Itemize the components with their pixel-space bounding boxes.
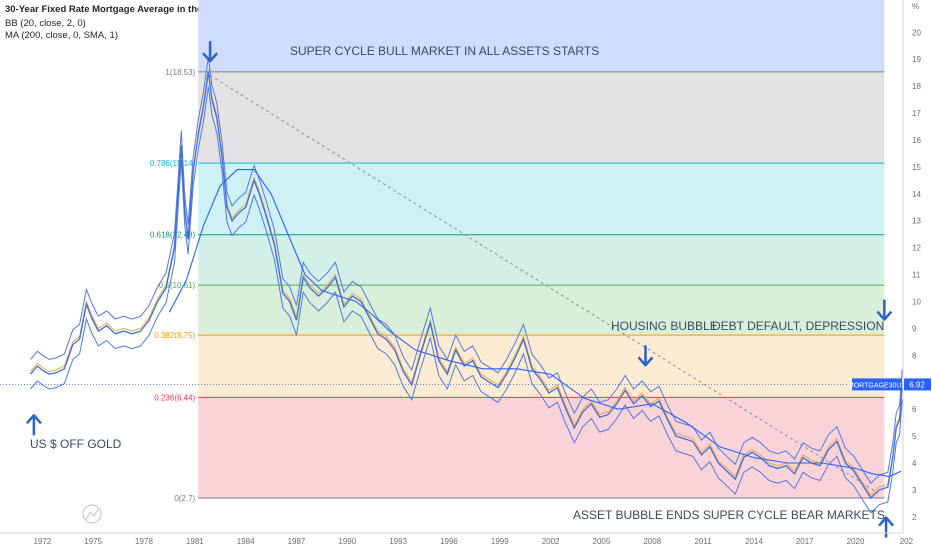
y-tick-label: 8	[912, 351, 917, 360]
annotation-1: HOUSING BUBBLE	[611, 319, 718, 333]
trend-line	[209, 74, 878, 494]
symbol-label: MORTGAGE30US	[848, 382, 907, 389]
bollinger-upper-band	[30, 57, 903, 484]
y-tick-label: 11	[912, 271, 921, 280]
arrow-head	[876, 310, 893, 321]
y-tick-label: 9	[912, 324, 917, 333]
fib-label-0: 1(18.53)	[165, 68, 195, 77]
annotation-2: DEBT DEFAULT, DEPRESSION	[712, 319, 884, 333]
arrow-down-icon	[876, 299, 893, 321]
last-value-label: 6.92	[909, 380, 925, 389]
fib-zone-4	[198, 285, 885, 336]
x-tick-label: 1996	[440, 537, 458, 546]
logo-circle	[82, 504, 102, 524]
fib-label-1: 0.786(15.14)	[150, 159, 196, 168]
fib-label-2: 0.618(12.48)	[150, 231, 196, 240]
logo-mark	[85, 508, 99, 521]
x-tick-label: 2020	[847, 537, 865, 546]
y-tick-label: 13	[912, 217, 921, 226]
fib-zone-2	[198, 163, 885, 235]
arrow-up-icon	[25, 414, 42, 436]
x-tick-label: 1978	[135, 537, 153, 546]
x-tick-label: 2005	[593, 537, 611, 546]
annotation-4: ASSET BUBBLE ENDS SUPER CYCLE BEAR MARKE…	[573, 508, 885, 522]
chart-title: 30-Year Fixed Rate Mortgage Average in t…	[5, 4, 346, 15]
x-tick-label: 1987	[288, 537, 306, 546]
bollinger-bands-legend[interactable]: BB (20, close, 2, 0)	[5, 18, 86, 29]
y-tick-label: 3	[912, 486, 917, 495]
y-tick-label: 10	[912, 297, 921, 306]
fib-label-4: 0.382(8.75)	[154, 331, 195, 340]
price-line	[30, 71, 903, 500]
moving-average-legend[interactable]: MA (200, close, 0, SMA, 1)	[5, 30, 118, 41]
y-axis-unit: %	[912, 2, 919, 11]
fib-zone-6	[198, 397, 885, 499]
symbol-badge	[852, 378, 902, 391]
y-tick-label: 5	[912, 432, 917, 441]
tradingview-logo	[82, 504, 102, 524]
x-axis: 1972 1975 1978 1981 1984 1987 1990 1993 1996 1999…	[0, 532, 914, 546]
y-tick-label: 2	[912, 513, 917, 522]
y-tick-label: 14	[912, 190, 921, 199]
x-tick-label: 2014	[745, 537, 763, 546]
y-tick-label: 17	[912, 109, 921, 118]
annotation-0: SUPER CYCLE BULL MARKET IN ALL ASSETS ST…	[290, 44, 599, 58]
arrow-head	[202, 52, 219, 63]
x-tick-label: 1993	[389, 537, 407, 546]
fib-label-5: 0.236(6.44)	[154, 393, 195, 402]
fib-label-3: 0.5(10.61)	[159, 281, 196, 290]
fib-zone-1	[198, 71, 885, 164]
bollinger-lower-band	[30, 86, 903, 514]
annotation-3: US $ OFF GOLD	[30, 437, 122, 451]
y-tick-label: 19	[912, 55, 921, 64]
x-tick-label: 2011	[694, 537, 712, 546]
x-tick-label: 2008	[643, 537, 661, 546]
y-tick-label: 16	[912, 136, 921, 145]
x-tick-label: 1981	[186, 537, 204, 546]
arrow-head	[637, 356, 654, 367]
y-axis: %234567891011121314151617181920	[902, 0, 921, 533]
fib-label-6: 0(2.7)	[174, 494, 195, 503]
y-tick-label: 15	[912, 163, 921, 172]
x-tick-label: 2002	[542, 537, 560, 546]
fib-zone-3	[198, 234, 885, 286]
y-tick-label: 20	[912, 28, 921, 37]
y-tick-label: 12	[912, 244, 921, 253]
last-value-badge	[904, 378, 931, 391]
x-tick-label: 1975	[84, 537, 102, 546]
arrow-up-icon	[878, 516, 894, 538]
arrow-head	[25, 414, 42, 425]
x-tick-label: 1999	[491, 537, 509, 546]
x-tick-label: 202	[900, 537, 914, 546]
y-tick-label: 18	[912, 82, 921, 91]
x-tick-label: 1972	[33, 537, 51, 546]
arrow-head	[878, 516, 894, 527]
y-tick-label: 6	[912, 405, 917, 414]
x-tick-label: 1990	[338, 537, 356, 546]
y-tick-label: 4	[912, 459, 917, 468]
arrow-down-icon	[637, 345, 654, 367]
arrow-down-icon	[202, 41, 219, 63]
x-tick-label: 2017	[796, 537, 814, 546]
moving-average-line	[168, 169, 902, 478]
x-tick-label: 1984	[237, 537, 255, 546]
fib-zone-0	[198, 0, 885, 72]
